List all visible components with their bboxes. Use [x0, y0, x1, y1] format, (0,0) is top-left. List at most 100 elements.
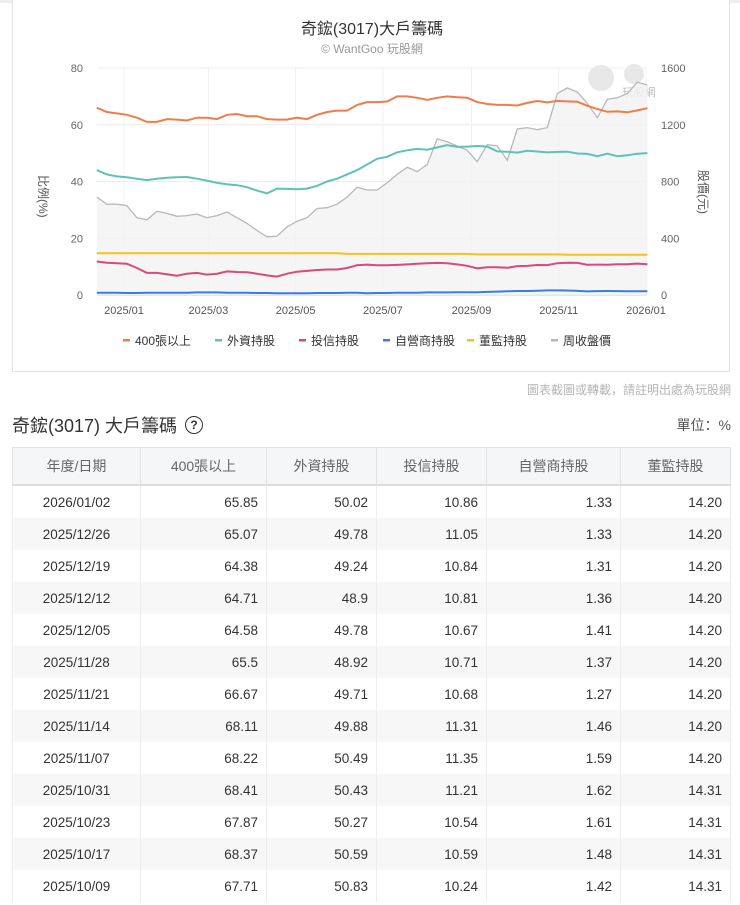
- table-row: 2025/11/21 66.67 49.71 10.68 1.27 14.20: [12, 678, 731, 710]
- column-header[interactable]: 投信持股: [376, 447, 487, 486]
- legend-swatch-1: [215, 339, 222, 342]
- date-cell: 2025/11/14: [12, 710, 141, 742]
- value-cell: 1.62: [486, 774, 621, 806]
- column-header[interactable]: 年度/日期: [12, 447, 141, 486]
- value-cell: 1.33: [486, 518, 621, 550]
- legend-item-4[interactable]: 董監持股: [479, 333, 527, 348]
- legend-item-5[interactable]: 周收盤價: [563, 334, 611, 348]
- y-left-axis-title: 比例(%): [36, 175, 50, 218]
- value-cell: 14.20: [620, 742, 731, 774]
- value-cell: 10.68: [376, 678, 487, 710]
- value-cell: 14.20: [620, 710, 731, 742]
- value-cell: 49.24: [266, 550, 377, 582]
- date-cell: 2025/11/21: [12, 678, 141, 710]
- value-cell: 10.24: [376, 870, 487, 902]
- value-cell: 50.49: [266, 742, 377, 774]
- date-cell: 2026/01/02: [12, 485, 141, 518]
- chart-title: 奇鋐(3017)大戶籌碼: [301, 20, 443, 38]
- series-line-5: [96, 81, 648, 238]
- value-cell: 49.78: [266, 614, 377, 646]
- x-tick-label: 2025/11: [539, 305, 578, 317]
- value-cell: 10.54: [376, 806, 487, 838]
- value-cell: 1.42: [486, 870, 621, 902]
- y-right-tick-label: 0: [661, 290, 667, 302]
- date-cell: 2025/12/19: [12, 550, 141, 582]
- value-cell: 10.67: [376, 614, 487, 646]
- legend-swatch-0: [123, 339, 130, 342]
- unit-label: 單位：%: [676, 417, 731, 433]
- value-cell: 1.46: [486, 710, 621, 742]
- value-cell: 10.59: [376, 838, 487, 870]
- value-cell: 68.37: [140, 838, 267, 870]
- value-cell: 65.5: [140, 646, 267, 678]
- table-row: 2025/10/31 68.41 50.43 11.21 1.62 14.31: [12, 774, 731, 806]
- series-line-1: [96, 144, 648, 195]
- column-header[interactable]: 自營商持股: [486, 447, 621, 486]
- date-cell: 2025/12/12: [12, 582, 141, 614]
- value-cell: 50.59: [266, 838, 377, 870]
- series-line-4: [96, 252, 648, 256]
- x-tick-label: 2025/03: [188, 305, 228, 317]
- value-cell: 1.61: [486, 806, 621, 838]
- y-right-tick-label: 800: [661, 177, 679, 189]
- value-cell: 1.48: [486, 838, 621, 870]
- value-cell: 14.31: [620, 870, 731, 902]
- help-icon[interactable]: ?: [185, 416, 204, 434]
- value-cell: 14.20: [620, 614, 731, 646]
- date-cell: 2025/10/09: [12, 870, 141, 902]
- value-cell: 64.58: [140, 614, 267, 646]
- table-row: 2025/12/12 64.71 48.9 10.81 1.36 14.20: [12, 582, 731, 614]
- legend-item-2[interactable]: 投信持股: [311, 333, 359, 348]
- value-cell: 10.81: [376, 582, 487, 614]
- column-header[interactable]: 外資持股: [266, 447, 377, 486]
- value-cell: 68.11: [140, 710, 267, 742]
- value-cell: 64.38: [140, 550, 267, 582]
- y-right-tick-label: 400: [661, 233, 679, 245]
- value-cell: 11.31: [376, 710, 487, 742]
- date-cell: 2025/10/31: [12, 774, 141, 806]
- value-cell: 10.84: [376, 550, 487, 582]
- y-left-tick-label: 40: [71, 177, 83, 189]
- x-tick-label: 2026/01: [626, 305, 666, 317]
- value-cell: 14.20: [620, 485, 731, 518]
- value-cell: 14.20: [620, 582, 731, 614]
- value-cell: 14.20: [620, 646, 731, 678]
- chart-subtitle: © WantGoo 玩股網: [321, 42, 423, 56]
- value-cell: 11.21: [376, 774, 487, 806]
- legend-swatch-3: [383, 339, 390, 342]
- x-tick-label: 2025/09: [452, 305, 492, 317]
- holdings-chart: 奇鋐(3017)大戶籌碼© WantGoo 玩股網玩股網020406080040…: [36, 20, 710, 348]
- series-line-3: [96, 289, 648, 295]
- value-cell: 65.07: [140, 518, 267, 550]
- y-left-tick-label: 0: [77, 290, 83, 302]
- value-cell: 14.20: [620, 678, 731, 710]
- value-cell: 1.37: [486, 646, 621, 678]
- value-cell: 14.20: [620, 518, 731, 550]
- y-right-axis-title: 股價(元): [696, 170, 710, 214]
- legend-item-3[interactable]: 自營商持股: [395, 333, 455, 348]
- legend-item-0[interactable]: 400張以上: [135, 334, 191, 348]
- legend-swatch-4: [467, 339, 474, 342]
- value-cell: 50.02: [266, 485, 377, 518]
- value-cell: 11.05: [376, 518, 487, 550]
- value-cell: 1.27: [486, 678, 621, 710]
- table-title-text: 奇鋐(3017) 大戶籌碼: [12, 416, 178, 436]
- value-cell: 49.88: [266, 710, 377, 742]
- date-cell: 2025/12/26: [12, 518, 141, 550]
- table-row: 2025/11/07 68.22 50.49 11.35 1.59 14.20: [12, 742, 731, 774]
- series-line-0: [96, 95, 648, 123]
- date-cell: 2025/12/05: [12, 614, 141, 646]
- date-cell: 2025/11/28: [12, 646, 141, 678]
- column-header[interactable]: 400張以上: [140, 447, 267, 486]
- value-cell: 64.71: [140, 582, 267, 614]
- value-cell: 1.31: [486, 550, 621, 582]
- value-cell: 10.71: [376, 646, 487, 678]
- table-row: 2025/11/14 68.11 49.88 11.31 1.46 14.20: [12, 710, 731, 742]
- legend-item-1[interactable]: 外資持股: [227, 333, 275, 348]
- value-cell: 1.36: [486, 582, 621, 614]
- x-tick-label: 2025/07: [363, 305, 403, 317]
- column-header[interactable]: 董監持股: [620, 447, 731, 486]
- value-cell: 65.85: [140, 485, 267, 518]
- value-cell: 48.9: [266, 582, 377, 614]
- value-cell: 14.31: [620, 806, 731, 838]
